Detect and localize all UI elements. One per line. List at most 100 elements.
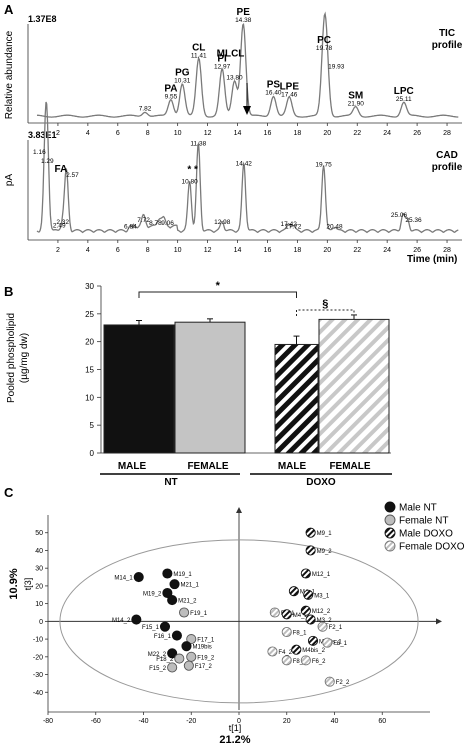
legend-marker-female-nt — [384, 514, 396, 526]
cad-x-tick-label: 18 — [293, 247, 301, 254]
scatter-x-pct: 21.2% — [219, 734, 250, 746]
scatter-point-female-doxo — [317, 621, 328, 632]
cad-peak-label: 7.72 — [137, 217, 150, 224]
scatter-y-pct: 10.9% — [8, 568, 20, 599]
tic-x-tick-label: 8 — [146, 130, 150, 137]
scatter-point-male-doxo — [305, 527, 316, 538]
cad-peak-label: 1.29 — [41, 158, 54, 165]
scatter-point-male-nt — [167, 595, 178, 606]
cad-peak-label: 1.16 — [33, 149, 46, 156]
group-label-doxo: DOXO — [306, 477, 336, 488]
scatter-point-label: F8_1 — [293, 631, 307, 637]
scatter-point-female-nt — [186, 651, 197, 662]
cad-peak-label: 11.38 — [190, 141, 206, 148]
bar-category-label: MALE — [278, 461, 307, 472]
confidence-ellipse — [59, 539, 419, 704]
cad-scale-label: 3.83E1 — [28, 130, 57, 140]
legend-label: Female NT — [399, 516, 448, 527]
tic-x-tick-label: 2 — [56, 130, 60, 137]
scatter-x-tick-label: 20 — [283, 718, 291, 725]
scatter-point-male-doxo — [303, 589, 314, 600]
scatter-y-tick-label: -10 — [33, 637, 43, 644]
scatter-point-female-doxo — [281, 655, 292, 666]
cad-x-axis-label: Time (min) — [407, 254, 457, 265]
scatter-point-label: M3_1 — [314, 593, 330, 599]
scatter-x-axis-label: t[1] — [229, 723, 242, 733]
tic-x-tick-label: 22 — [353, 130, 361, 137]
scatter-point-label: F15_2 — [149, 666, 167, 672]
bar-category-label: FEMALE — [329, 461, 370, 472]
scatter-y-tick-label: -20 — [33, 654, 43, 661]
scatter-point-label: M4_2 — [293, 613, 309, 619]
tic-annotation-label: LPE — [280, 81, 300, 92]
cad-x-tick-label: 4 — [86, 247, 90, 254]
scatter-y-axis-label: t[3] — [23, 578, 33, 591]
scatter-x-tick-label: 0 — [237, 718, 241, 725]
scatter-point-label: M21_2 — [178, 599, 197, 605]
bar-y-tick-label: 20 — [85, 338, 94, 347]
scatter-point-male-nt — [167, 648, 178, 659]
scatter-point-label: M9_2 — [317, 549, 333, 555]
bar-y-tick-label: 5 — [90, 421, 95, 430]
tic-peak-label: 19.93 — [328, 64, 345, 71]
tic-scale-label: 1.37E8 — [28, 14, 57, 24]
scatter-point-label: M21_1 — [181, 583, 200, 589]
tic-x-tick-label: 18 — [293, 130, 301, 137]
cad-x-tick-label: 6 — [116, 247, 120, 254]
bar-y-tick-label: 25 — [85, 310, 94, 319]
scatter-point-label: F17_1 — [197, 638, 215, 644]
scores-scatter-plot: 10.9% t[3] t[1] 21.2% -80 -60 -40 -20 0 20 40 6… — [8, 501, 465, 746]
tic-annotation-label: PA — [164, 83, 177, 94]
scatter-point-label: F2_2 — [336, 680, 350, 686]
cad-peak-label: 17.42 — [281, 221, 298, 228]
tic-x-tick-label: 6 — [116, 130, 120, 137]
cad-peak-label: 20.48 — [326, 224, 343, 231]
scatter-point-female-doxo — [300, 655, 311, 666]
tic-annotation-label: PI — [217, 54, 227, 65]
scatter-point-label: M4bis_2 — [302, 648, 325, 654]
tic-peak-label: 7.82 — [139, 105, 152, 112]
cad-peak-label: 17.72 — [285, 224, 302, 231]
scatter-x-tick-label: -40 — [138, 718, 148, 725]
scatter-point-female-doxo — [269, 607, 280, 618]
significance-bracket — [138, 291, 297, 298]
bar — [103, 324, 175, 454]
cad-peak-label: 10.80 — [181, 179, 198, 186]
scatter-x-tick-label: -60 — [91, 718, 101, 725]
significance-marker: § — [322, 298, 328, 310]
cad-x-tick-label: 20 — [323, 247, 331, 254]
scatter-y-tick-label: 30 — [35, 566, 43, 573]
tic-peak-label: 19.78 — [316, 45, 333, 52]
legend-label: Male DOXO — [399, 529, 453, 540]
bar-y-tick-label: 0 — [90, 449, 95, 458]
cad-x-tick-label: 16 — [264, 247, 272, 254]
tic-x-tick-label: 28 — [443, 130, 451, 137]
scatter-y-axis-arrow — [236, 507, 242, 513]
scatter-point-label: F18_2 — [156, 657, 174, 663]
legend-marker-male-doxo — [384, 527, 396, 539]
panel-letter-b: B — [4, 284, 13, 299]
cad-peak-label: 25.06 — [391, 212, 408, 219]
legend-marker-male-nt — [384, 501, 396, 513]
scatter-point-label: F16_1 — [154, 634, 172, 640]
tic-trace-line — [36, 11, 459, 118]
scatter-point-male-doxo — [307, 635, 319, 646]
scatter-point-label: M12_1 — [312, 572, 331, 578]
scatter-point-female-doxo — [281, 626, 292, 638]
scatter-x-tick-label: -20 — [186, 718, 196, 725]
scatter-point-male-nt — [171, 630, 182, 641]
cad-chromatogram: 3.83E1 pA CAD profile 2 4 6 8 10 12 14 16 18 20 22… — [4, 101, 463, 265]
bar — [318, 318, 390, 454]
scatter-point-male-nt — [162, 587, 173, 599]
legend-label: Male NT — [399, 503, 437, 514]
tic-annotation-label: PE — [237, 7, 251, 18]
tic-annotation-label: PC — [317, 35, 331, 46]
cad-peak-label: 19.75 — [315, 161, 332, 168]
scatter-y-tick-label: 0 — [39, 619, 43, 626]
tic-x-tick-label: 4 — [86, 130, 90, 137]
tic-annotation-label: MLCL — [217, 49, 245, 60]
scatter-point-male-nt — [181, 641, 192, 652]
tic-peak-label: 16.40 — [265, 90, 282, 97]
scatter-point-label: M19bis — [192, 645, 211, 651]
